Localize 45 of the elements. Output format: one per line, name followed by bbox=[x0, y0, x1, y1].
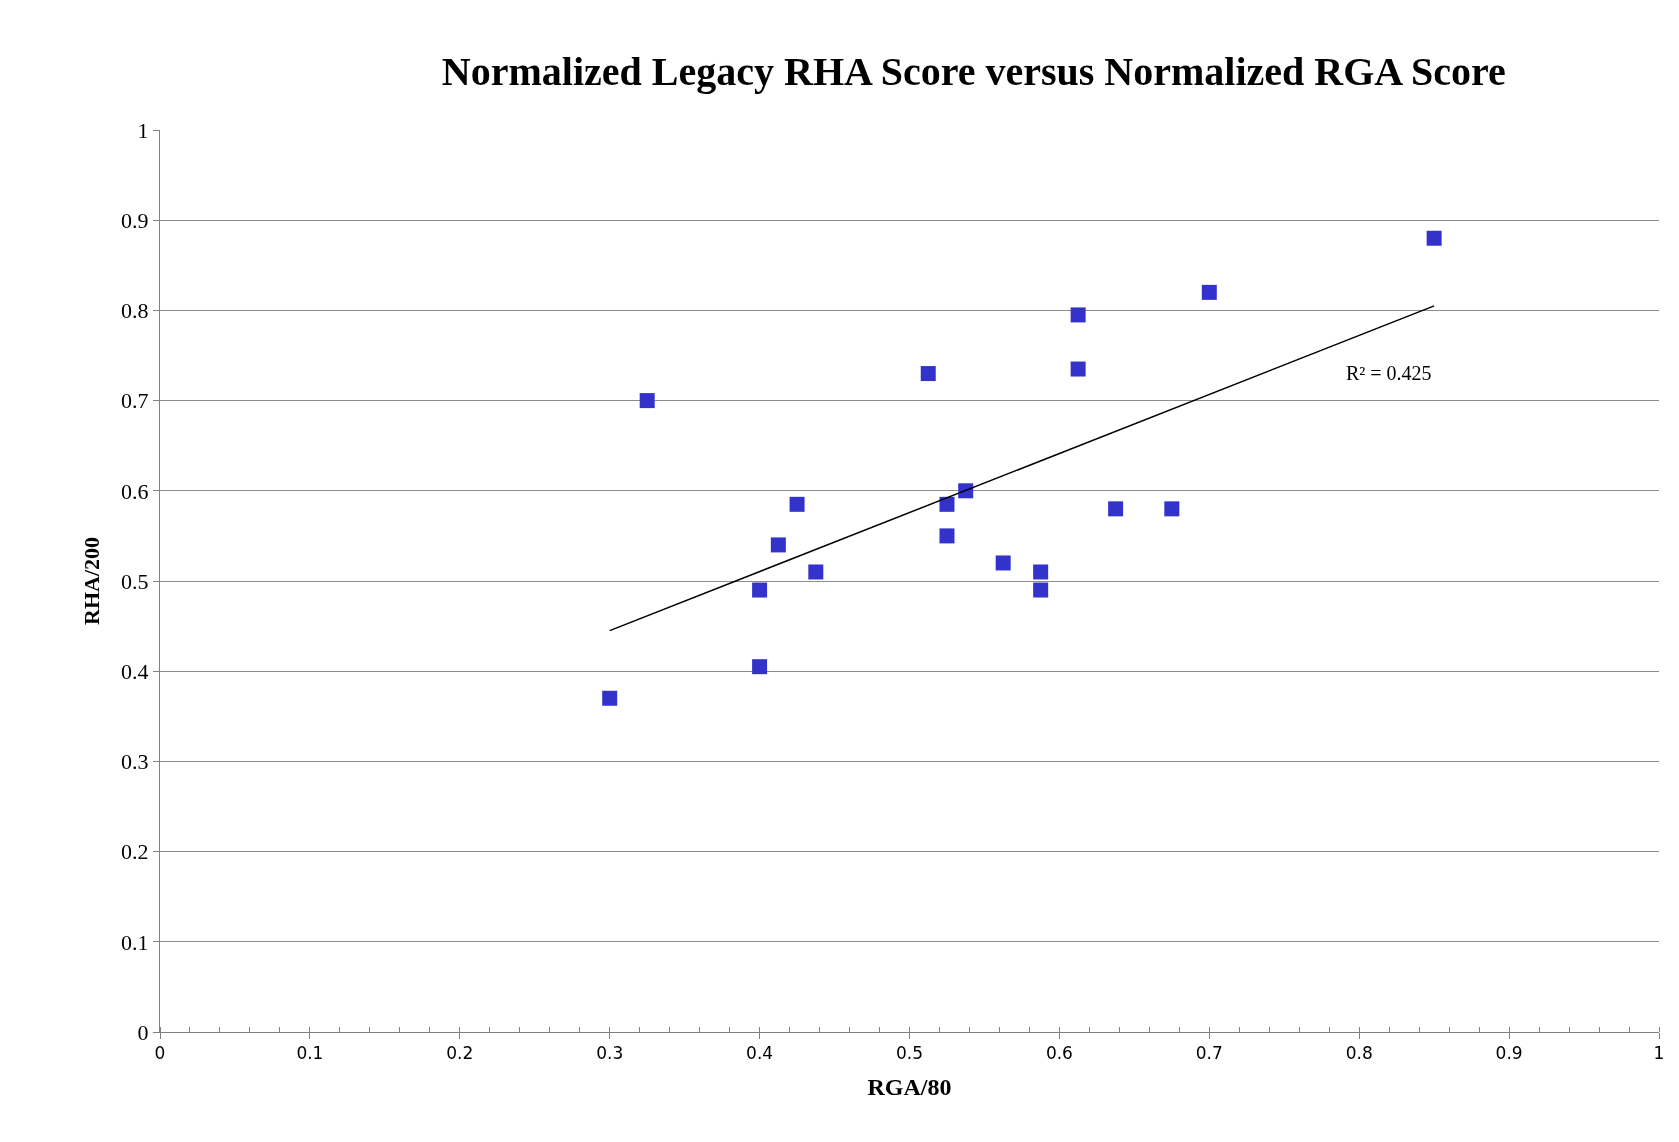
y-tick-label: 0.8 bbox=[121, 298, 149, 324]
point bbox=[770, 537, 786, 553]
chart-title: Normalized Legacy RHA Score versus Normalized RGA Score bbox=[441, 49, 1506, 95]
y-tick-label: 1 bbox=[137, 117, 149, 143]
y-tick-label: 0.2 bbox=[121, 839, 149, 865]
point bbox=[1033, 564, 1049, 580]
point bbox=[1426, 230, 1442, 246]
point bbox=[920, 366, 936, 382]
point bbox=[808, 564, 824, 580]
y-axis-title: RHA/200 bbox=[78, 537, 104, 625]
x-axis-title: RGA/80 bbox=[867, 1073, 952, 1100]
y-tick-label: 0.7 bbox=[121, 388, 149, 414]
x-tick-label: 0.6 bbox=[1045, 1043, 1073, 1064]
point bbox=[1108, 501, 1124, 517]
y-tick-label: 0.3 bbox=[121, 749, 149, 775]
point bbox=[639, 393, 655, 409]
point bbox=[752, 582, 768, 598]
x-tick-label: 0 bbox=[154, 1043, 166, 1064]
point bbox=[1070, 361, 1086, 377]
point bbox=[939, 528, 955, 544]
y-tick-label: 0.6 bbox=[121, 478, 149, 504]
x-tick-label: 0.3 bbox=[596, 1043, 624, 1064]
x-tick-label: 0.1 bbox=[296, 1043, 324, 1064]
x-tick-label: 0.9 bbox=[1495, 1043, 1523, 1064]
point bbox=[1070, 307, 1086, 323]
x-tick-label: 0.5 bbox=[895, 1043, 924, 1064]
point bbox=[939, 496, 955, 512]
annotation: R² = 0.425 bbox=[1346, 362, 1432, 384]
y-tick-label: 0.9 bbox=[121, 207, 149, 233]
x-tick-label: 0.7 bbox=[1195, 1043, 1223, 1064]
y-tick-label: 0.4 bbox=[121, 658, 149, 684]
y-tick-label: 0.5 bbox=[121, 568, 149, 594]
point bbox=[789, 496, 805, 512]
point bbox=[1201, 284, 1217, 300]
x-tick-label: 1 bbox=[1653, 1043, 1665, 1064]
y-tick-label: 0 bbox=[137, 1019, 149, 1045]
point bbox=[1164, 501, 1180, 517]
point bbox=[602, 690, 618, 706]
point bbox=[1033, 582, 1049, 598]
point bbox=[995, 555, 1011, 571]
point bbox=[752, 659, 768, 675]
x-tick-label: 0.4 bbox=[746, 1043, 774, 1064]
x-tick-label: 0.2 bbox=[446, 1043, 474, 1064]
x-tick-label: 0.8 bbox=[1345, 1043, 1373, 1064]
y-tick-label: 0.1 bbox=[121, 929, 149, 955]
